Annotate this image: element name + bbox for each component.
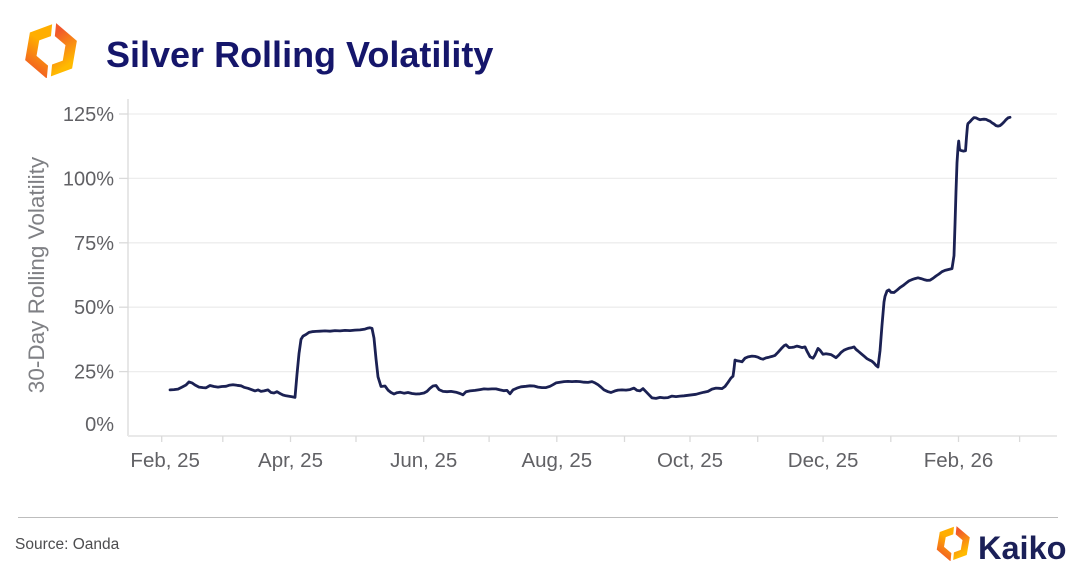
svg-text:Aug, 25: Aug, 25 [521, 449, 592, 472]
svg-text:125%: 125% [63, 104, 114, 126]
svg-text:Oct, 25: Oct, 25 [657, 449, 723, 472]
svg-text:Feb, 25: Feb, 25 [130, 449, 200, 472]
svg-text:Feb, 26: Feb, 26 [924, 449, 994, 472]
svg-text:Dec, 25: Dec, 25 [788, 449, 859, 472]
svg-text:75%: 75% [74, 233, 114, 255]
svg-text:30-Day Rolling Volatility: 30-Day Rolling Volatility [24, 156, 49, 393]
svg-text:Apr, 25: Apr, 25 [258, 449, 323, 472]
svg-text:25%: 25% [74, 362, 114, 384]
svg-text:100%: 100% [63, 168, 114, 190]
svg-text:Jun, 25: Jun, 25 [390, 449, 457, 472]
svg-text:50%: 50% [74, 297, 114, 319]
svg-text:0%: 0% [85, 414, 114, 436]
